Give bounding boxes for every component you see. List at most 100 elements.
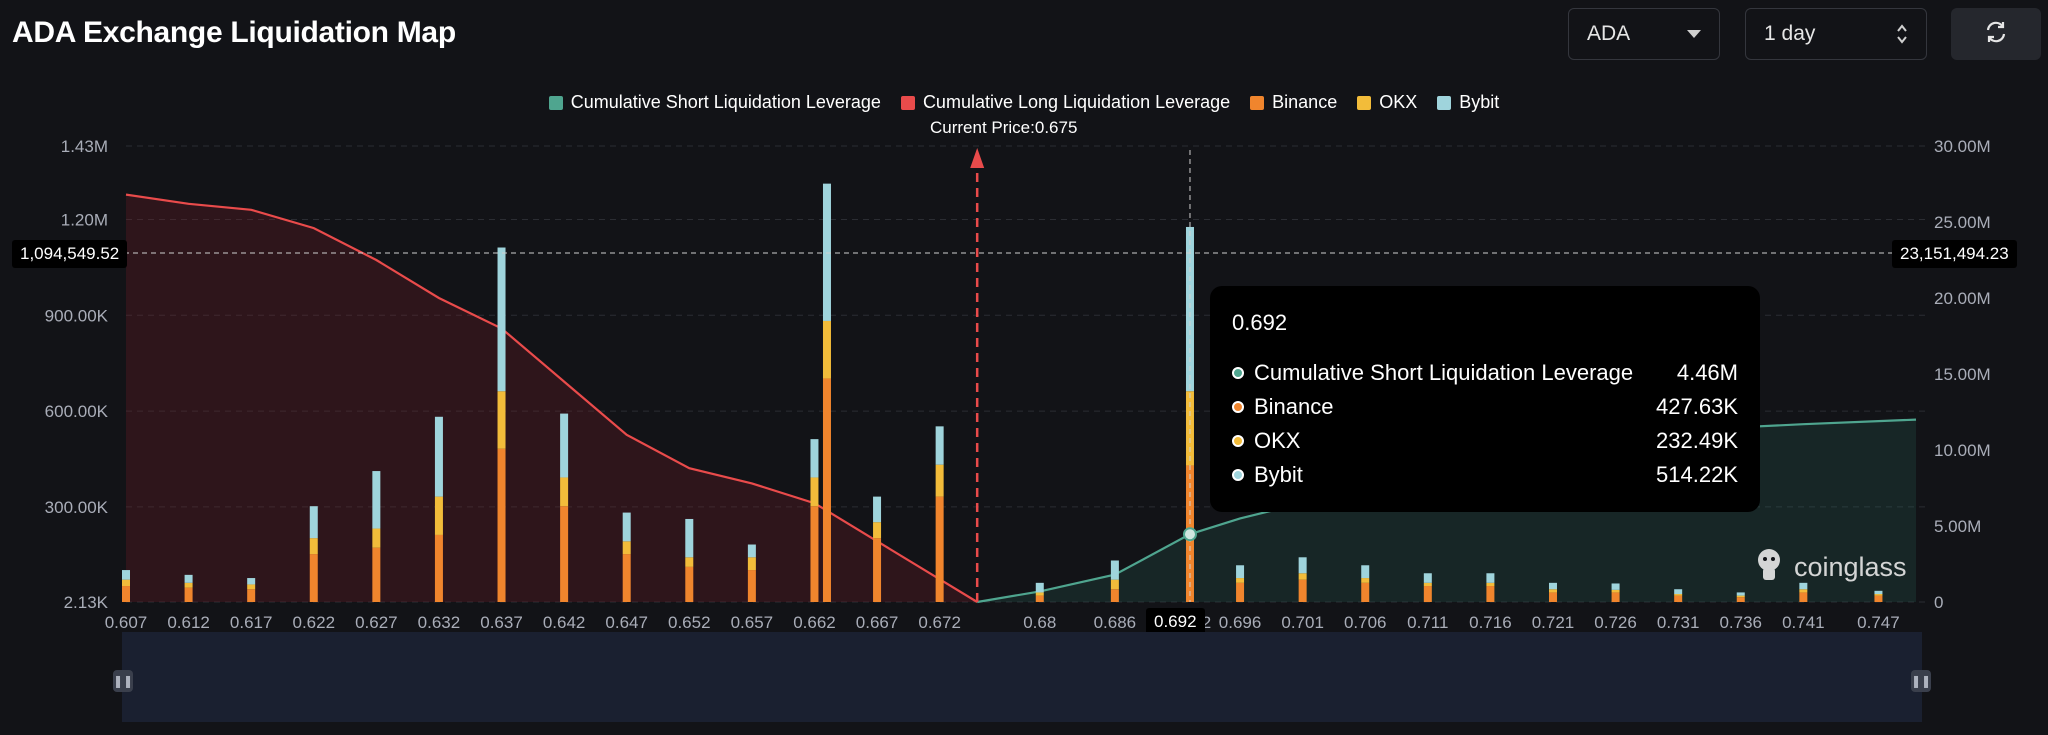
bar-binance [622,554,631,602]
right-axis-tick: 25.00M [1934,213,1991,232]
bar-okx [247,584,256,590]
tooltip-row-name: OKX [1254,428,1301,453]
crosshair-left-value: 1,094,549.52 [12,240,128,268]
right-axis-tick: 0 [1934,593,1943,612]
bar-okx [122,579,130,587]
bar-binance [1110,589,1119,602]
bar-okx [1035,592,1044,596]
bar-bybit [497,247,506,392]
bar-binance [1361,582,1370,602]
bar-bybit [935,426,944,465]
tooltip-dot [1232,401,1244,413]
x-axis-tick: 0.607 [105,613,148,632]
right-axis-tick: 15.00M [1934,365,1991,384]
bar-binance [822,378,831,602]
bar-bybit [309,506,318,539]
tooltip-dot [1232,469,1244,481]
bar-okx [935,464,944,497]
crosshair-point [1182,527,1197,542]
bar-binance [497,448,506,602]
bar-binance [1799,592,1808,602]
tooltip-row: Cumulative Short Liquidation Leverage 4.… [1232,356,1738,390]
tooltip-row: Bybit 514.22K [1232,458,1738,492]
bar-bybit [1736,592,1745,596]
left-axis-tick: 1.43M [61,137,108,156]
bar-bybit [1611,583,1620,590]
bar-okx [1423,582,1432,587]
legend-label: OKX [1379,92,1418,112]
bar-binance [122,586,130,602]
bar-okx [1611,589,1620,593]
x-axis-tick: 0.747 [1857,613,1900,632]
tooltip-dot [1232,367,1244,379]
bar-bybit [1035,582,1044,593]
coin-select[interactable]: ADA [1568,8,1720,60]
bar-bybit [622,512,631,542]
bar-okx [1736,595,1745,598]
bar-binance [1486,586,1495,602]
tooltip-row-value: 4.46M [1676,360,1738,385]
zoom-handle-right[interactable]: ❚❚ [1911,670,1931,692]
legend-binance[interactable]: Binance [1250,92,1337,113]
bar-okx [873,522,882,539]
current-price-arrow [970,148,985,168]
bar-okx [1298,573,1307,580]
refresh-button[interactable] [1951,8,2041,60]
bar-okx [1236,578,1245,583]
period-select[interactable]: 1 day [1745,8,1927,60]
x-axis-tick: 0.672 [918,613,961,632]
bar-okx [1185,391,1194,466]
tooltip-title: 0.692 [1232,310,1288,335]
bar-bybit [1874,590,1883,595]
bar-binance [1736,597,1745,602]
bar-bybit [1236,565,1245,579]
bar-bybit [1423,573,1432,583]
left-axis-tick: 1.20M [61,210,108,229]
bar-okx [1874,594,1883,596]
bar-bybit [122,570,130,580]
tooltip-row-name: Bybit [1254,462,1303,487]
zoom-slider-track[interactable] [122,632,1922,722]
left-axis-tick: 900.00K [45,306,109,325]
legend-swatch-short [548,95,563,110]
updown-icon [1896,9,1908,59]
bar-binance [747,570,756,602]
bar-okx [822,320,831,379]
legend-swatch-okx [1357,95,1372,110]
x-axis-tick: 0.711 [1407,613,1448,632]
bar-bybit [247,578,256,585]
zoom-handle-left[interactable]: ❚❚ [113,670,133,692]
bar-bybit [1361,565,1370,579]
x-axis-tick: 0.68 [1023,613,1056,632]
bar-bybit [810,439,819,478]
x-axis-tick: 0.657 [731,613,774,632]
right-axis-tick: 5.00M [1934,517,1981,536]
bar-bybit [1486,573,1495,583]
right-axis-tick: 10.00M [1934,441,1991,460]
legend-short[interactable]: Cumulative Short Liquidation Leverage [548,92,881,113]
x-axis-tick: 0.612 [167,613,210,632]
bar-okx [622,541,631,555]
x-axis-tick: 0.662 [793,613,836,632]
bar-bybit [184,574,193,583]
x-axis-tick: 0.627 [355,613,398,632]
refresh-icon [1983,19,2009,50]
left-axis-tick: 2.13K [64,593,109,612]
legend-label: Cumulative Long Liquidation Leverage [922,92,1231,112]
bar-okx [434,496,443,535]
legend-swatch-long [900,95,915,110]
x-axis-tick: 0.696 [1219,613,1262,632]
legend-okx[interactable]: OKX [1357,92,1417,113]
x-axis-tick: 0.637 [480,613,523,632]
bar-binance [1298,579,1307,602]
bar-binance [685,566,694,602]
legend-bybit[interactable]: Bybit [1437,92,1499,113]
watermark-text: coinglass [1794,552,1907,582]
x-axis-tick: 0.647 [605,613,648,632]
bar-okx [1486,582,1495,587]
legend-long[interactable]: Cumulative Long Liquidation Leverage [900,92,1231,113]
x-axis-tick: 0.736 [1719,613,1762,632]
x-axis-tick: 0.701 [1281,613,1324,632]
bar-okx [560,477,569,507]
x-axis-tick: 0.726 [1594,613,1637,632]
